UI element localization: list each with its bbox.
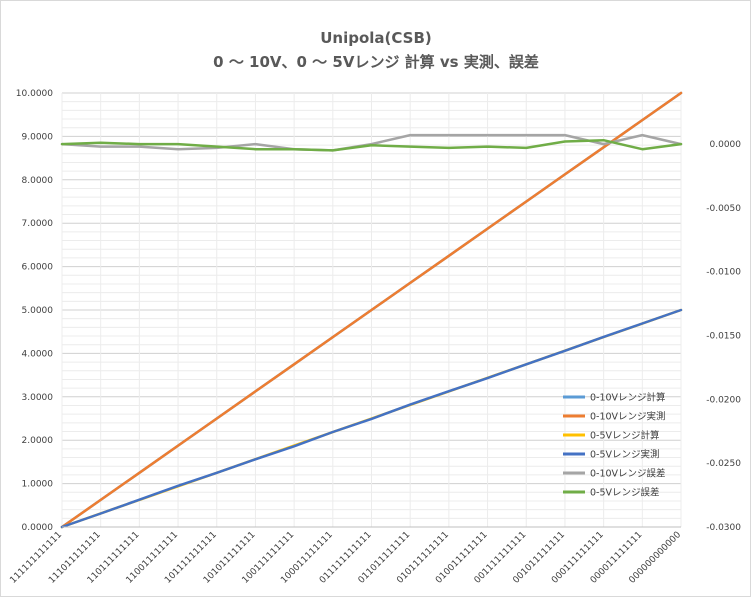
legend-label-0: 0-10Vレンジ計算	[590, 392, 666, 404]
y-left-tick-label: 10.0000	[16, 89, 53, 99]
legend-label-3: 0-5Vレンジ実測	[590, 449, 660, 461]
legend: 0-10Vレンジ計算 0-10Vレンジ実測 0-5Vレンジ計算 0-5Vレンジ実測 0-…	[563, 392, 666, 499]
series-line-1	[60, 91, 683, 529]
y-right-tick-label: -0.0100	[706, 268, 741, 278]
legend-label-2: 0-5Vレンジ計算	[590, 430, 660, 442]
y-left-tick-label: 6.0000	[22, 263, 54, 273]
legend-label-1: 0-10Vレンジ実測	[590, 411, 666, 423]
y-right-tick-label: -0.0200	[706, 395, 741, 405]
y-left-tick-label: 5.0000	[22, 306, 54, 316]
y-left-tick-label: 4.0000	[22, 349, 54, 359]
legend-label-5: 0-5Vレンジ誤差	[590, 487, 660, 499]
y-left-tick-label: 7.0000	[22, 219, 54, 229]
legend-label-4: 0-10Vレンジ誤差	[590, 468, 666, 480]
chart-subtitle: 0 ～ 10V、0 ～ 5Vレンジ 計算 vs 実測、誤差	[213, 53, 539, 71]
chart-title: Unipola(CSB)	[320, 29, 432, 47]
y-left-tick-label: 1.0000	[22, 480, 54, 490]
axes: 0.0000 1.0000 2.0000 3.0000 4.0000 5.0000 6.00…	[8, 89, 741, 586]
y-left-tick-label: 2.0000	[22, 436, 54, 446]
series-layer	[60, 91, 683, 529]
series-line-3	[60, 308, 683, 529]
y-right-tick-label: -0.0300	[706, 523, 741, 533]
y-left-tick-label: 0.0000	[22, 523, 54, 533]
y-right-tick-label: -0.0050	[706, 204, 741, 214]
series-line-5	[60, 138, 683, 152]
grid	[61, 92, 682, 528]
y-right-tick-label: -0.0250	[706, 459, 741, 469]
y-right-tick-label: -0.0150	[706, 332, 741, 342]
y-left-tick-label: 9.0000	[22, 132, 54, 142]
y-left-tick-label: 3.0000	[22, 393, 54, 403]
y-left-tick-label: 8.0000	[22, 176, 54, 186]
y-right-tick-label: 0.0000	[710, 140, 742, 150]
